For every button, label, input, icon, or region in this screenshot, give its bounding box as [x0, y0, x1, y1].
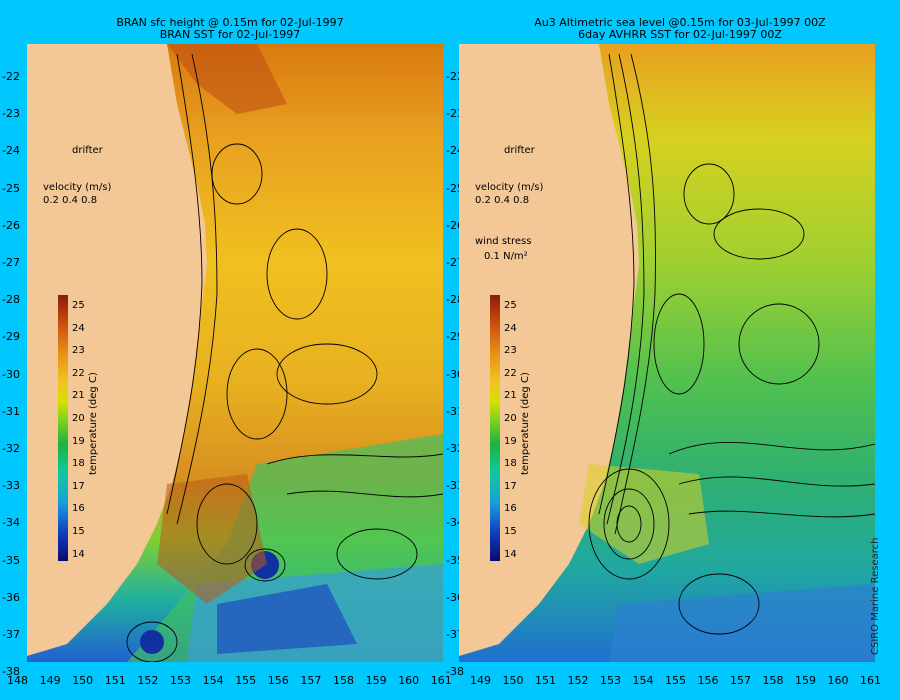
right-sst-map [459, 44, 875, 662]
latitude-tick: -36 [2, 590, 20, 604]
right-title-line1: Au3 Altimetric sea level @0.15m for 03-J… [534, 16, 826, 29]
colorbar-tick: 25 [504, 300, 517, 311]
latitude-tick: -34 [2, 516, 20, 530]
colorbar-tick: 20 [504, 413, 517, 424]
longitude-tick: 152 [567, 674, 589, 687]
velocity-scale-left: 0.2 0.4 0.8 [43, 195, 98, 206]
colorbar-tick: 14 [504, 548, 517, 560]
velocity-scale-right: 0.2 0.4 0.8 [475, 195, 530, 206]
longitude-tick: 157 [300, 674, 322, 687]
latitude-tick: -33 [2, 479, 20, 493]
colorbar-tick: 17 [72, 480, 85, 492]
longitude-tick: 151 [535, 674, 556, 687]
drifter-label-right: drifter [504, 145, 535, 156]
colorbar-tick: 19 [504, 435, 517, 447]
colorbar-right [490, 295, 500, 561]
colorbar-tick: 24 [72, 322, 85, 334]
colorbar-tick: 25 [72, 300, 85, 311]
longitude-tick: 156 [697, 674, 719, 687]
longitude-tick: 152 [137, 674, 159, 687]
colorbar-tick: 15 [504, 526, 517, 537]
right-title-line2: 6day AVHRR SST for 02-Jul-1997 00Z [578, 28, 782, 41]
longitude-tick: 154 [202, 674, 224, 687]
longitude-tick: 155 [235, 674, 257, 687]
longitude-tick: 159 [365, 674, 387, 687]
latitude-tick: -37 [2, 628, 20, 641]
longitude-tick: 148 [7, 674, 28, 687]
velocity-title-left: velocity (m/s) [43, 182, 112, 193]
longitude-tick: 151 [104, 674, 126, 687]
colorbar-tick: 18 [504, 458, 517, 470]
longitude-tick: 160 [398, 674, 420, 687]
left-title-line1: BRAN sfc height @ 0.15m for 02-Jul-1997 [116, 16, 344, 29]
colorbar-tick: 17 [504, 480, 517, 492]
longitude-tick: 153 [170, 674, 191, 687]
colorbar-unit-left: temperature (deg C) [88, 372, 99, 475]
latitude-tick: -25 [2, 181, 20, 195]
credit-label: CSIRO Marine Research [870, 537, 881, 655]
longitude-tick: 155 [665, 674, 686, 687]
longitude-tick: 149 [39, 674, 61, 687]
colorbar-tick: 16 [504, 503, 517, 515]
colorbar-tick: 23 [504, 345, 517, 357]
drifter-label-left: drifter [72, 145, 103, 156]
colorbar-tick: 20 [72, 413, 85, 424]
longitude-tick: 160 [827, 674, 849, 687]
colorbar-tick: 21 [72, 390, 85, 402]
colorbar-unit-right: temperature (deg C) [520, 372, 531, 475]
longitude-tick: 157 [730, 674, 751, 687]
longitude-tick: 149 [470, 674, 491, 687]
colorbar-tick: 16 [72, 503, 85, 515]
longitude-tick: 158 [762, 674, 784, 687]
velocity-title-right: velocity (m/s) [475, 182, 544, 193]
latitude-tick: -38 [446, 665, 464, 679]
colorbar-tick: 22 [72, 367, 85, 379]
longitude-tick: 158 [333, 674, 354, 687]
left-map-graphic [27, 44, 443, 662]
wind-stress-value: 0.1 N/m² [484, 251, 528, 262]
longitude-tick: 150 [502, 674, 524, 687]
colorbar-tick: 15 [72, 526, 85, 537]
colorbar-tick: 21 [504, 390, 517, 402]
colorbar-tick: 23 [72, 345, 85, 357]
longitude-tick: 153 [600, 674, 621, 687]
latitude-tick: -22 [2, 70, 20, 83]
wind-stress-title: wind stress [475, 236, 532, 247]
latitude-tick: -30 [2, 367, 20, 381]
colorbar-tick: 18 [72, 458, 85, 470]
longitude-tick: 150 [72, 674, 94, 687]
latitude-tick: -27 [2, 256, 20, 269]
right-map-graphic [459, 44, 875, 662]
colorbar-tick: 14 [72, 548, 85, 560]
longitude-tick: 159 [795, 674, 816, 687]
colorbar-tick: 24 [504, 322, 517, 334]
longitude-tick: 154 [632, 674, 654, 687]
latitude-tick: -23 [2, 107, 20, 121]
latitude-tick: -32 [2, 442, 20, 455]
latitude-tick: -26 [2, 218, 20, 232]
colorbar-tick: 22 [504, 367, 517, 379]
left-sst-map [27, 44, 443, 662]
longitude-tick: 161 [860, 674, 881, 687]
colorbar-tick: 19 [72, 435, 85, 447]
latitude-tick: -29 [2, 330, 20, 344]
colorbar-left [58, 295, 68, 561]
longitude-tick: 161 [430, 674, 452, 687]
latitude-tick: -35 [2, 553, 20, 567]
latitude-tick: -31 [2, 404, 20, 418]
longitude-tick: 156 [267, 674, 289, 687]
left-title-line2: BRAN SST for 02-Jul-1997 [159, 28, 301, 41]
latitude-tick: -28 [2, 293, 20, 307]
latitude-tick: -24 [2, 144, 20, 158]
latitude-tick: -38 [2, 665, 20, 679]
